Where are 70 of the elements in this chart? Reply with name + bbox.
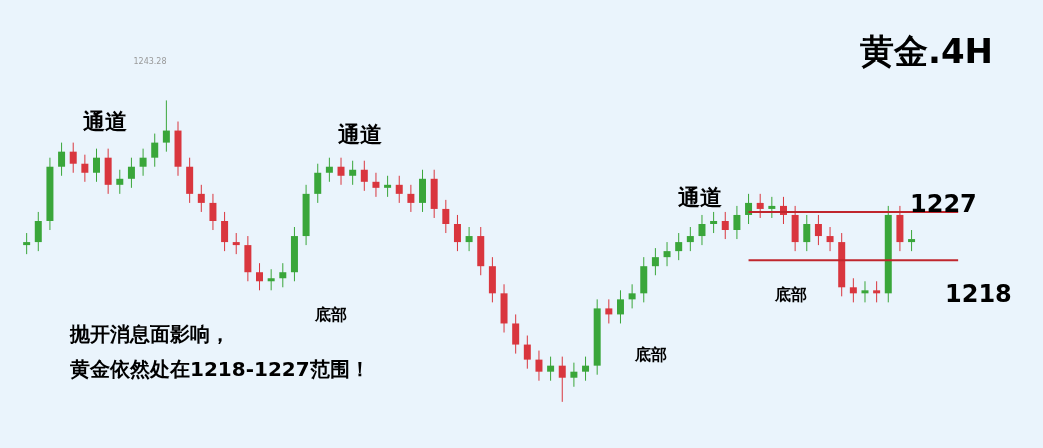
- candlestick: [127, 157, 135, 189]
- text: 1218: [945, 280, 1012, 308]
- candlestick: [162, 99, 170, 153]
- candlestick: [465, 226, 473, 252]
- candlestick: [314, 163, 322, 204]
- candlestick: [267, 268, 275, 291]
- candlestick: [209, 193, 217, 231]
- candlestick: [535, 350, 543, 382]
- candlestick: [814, 214, 822, 246]
- candlestick: [81, 154, 89, 183]
- candlestick: [256, 262, 264, 291]
- candlestick: [616, 289, 624, 324]
- candlestick: [663, 241, 671, 267]
- candlestick: [721, 211, 729, 240]
- candlestick: [453, 214, 461, 252]
- annotation: 黄金依然处在1218-1227范围！: [69, 357, 370, 381]
- candlestick: [768, 196, 776, 219]
- candlestick: [698, 214, 706, 246]
- candlestick: [570, 362, 578, 388]
- candlestick: [756, 193, 764, 219]
- candlestick: [628, 283, 636, 309]
- candlestick: [139, 148, 147, 177]
- candlestick: [407, 184, 415, 213]
- candlestick: [675, 232, 683, 261]
- candlestick: [151, 133, 159, 168]
- chart-title: 黄金.4H: [859, 31, 993, 71]
- candlestick: [873, 280, 881, 303]
- candlestick: [372, 172, 380, 198]
- candlestick: [349, 160, 357, 186]
- candlestick: [582, 356, 590, 382]
- candlestick: [523, 335, 531, 370]
- annotation: 通道: [337, 122, 382, 147]
- candlestick: [442, 199, 450, 234]
- candlestick: [803, 214, 811, 252]
- candlestick: [58, 142, 66, 177]
- candlestick: [325, 157, 333, 183]
- candlestick: [745, 193, 753, 225]
- text: 1243.28: [133, 57, 167, 66]
- candlestick: [686, 226, 694, 252]
- candlestick: [116, 169, 124, 195]
- annotation: 底部: [634, 345, 667, 364]
- candlestick: [337, 157, 345, 186]
- candlestick: [558, 356, 566, 403]
- candlestick: [197, 184, 205, 213]
- candlestick: [826, 226, 834, 252]
- candlestick: [605, 298, 613, 324]
- candlestick: [710, 211, 718, 234]
- annotation: 1227: [910, 190, 977, 218]
- candlestick: [34, 211, 42, 252]
- annotation: 底部: [774, 285, 807, 304]
- candlestick: [849, 277, 857, 303]
- candlestick: [221, 211, 229, 252]
- annotation: 通道: [82, 109, 127, 134]
- candlestick: [651, 247, 659, 276]
- candlestick: [23, 232, 31, 255]
- candlestick: [861, 280, 869, 303]
- annotation: 底部: [314, 305, 347, 324]
- annotation: 抛开消息面影响，: [69, 322, 230, 346]
- candlestick: [908, 229, 916, 252]
- candlestick: [360, 160, 368, 192]
- candlestick: [93, 148, 101, 183]
- candlestick: [547, 356, 555, 382]
- annotation: 通道: [677, 185, 722, 210]
- candlestick: [395, 175, 403, 204]
- candlestick: [512, 313, 520, 355]
- candlestick: [69, 142, 77, 174]
- candlestick: [733, 205, 741, 240]
- candlestick: [232, 232, 240, 255]
- candlestick: [384, 175, 392, 198]
- candlestick: [279, 262, 287, 288]
